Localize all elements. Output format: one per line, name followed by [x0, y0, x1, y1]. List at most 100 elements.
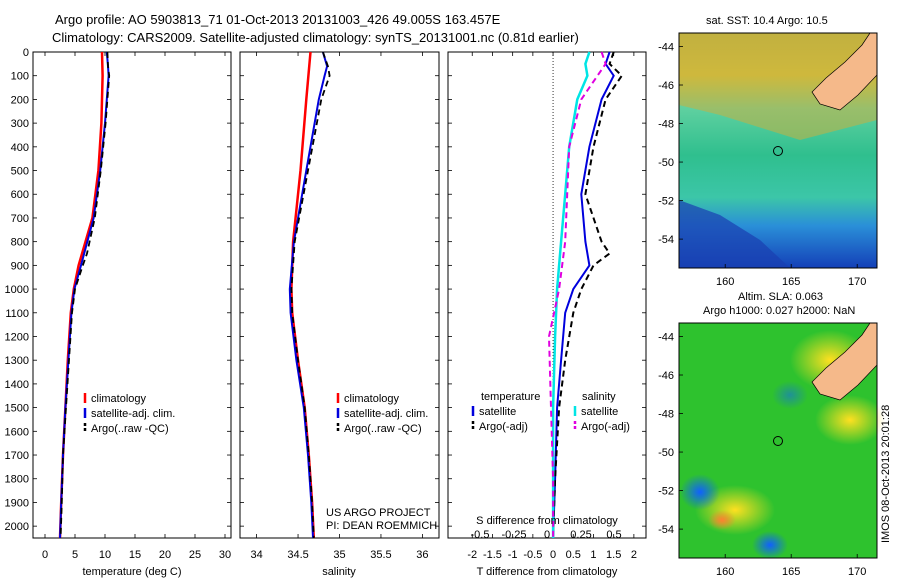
sla-map: Altim. SLA: 0.063 Argo h1000: 0.027 h200… [658, 291, 885, 578]
depth-tick-label: 1100 [5, 308, 29, 320]
depth-tick-label: 1400 [5, 379, 29, 391]
salinity-panel: 34 34.5 35 35.5 36 salinity climatology satelli… [239, 51, 440, 578]
map-x-tick-label: 170 [848, 276, 866, 288]
x-tick-label: 0.5 [566, 549, 581, 561]
sla-land-south-island [811, 322, 878, 401]
depth-tick-label: 1300 [5, 355, 29, 367]
x-tick-label: 34 [250, 549, 262, 561]
legend-label: Argo(..raw -QC) [344, 423, 422, 435]
sla-argo-marker [773, 436, 783, 446]
credit-line2: PI: DEAN ROEMMICH [326, 520, 437, 532]
diff-sal-argo-line [547, 51, 607, 538]
map-y-tick-label: -46 [658, 370, 674, 382]
map-x-tick-label: 160 [716, 566, 734, 578]
depth-tick-label: 2000 [5, 521, 29, 533]
depth-tick-label: 700 [11, 213, 29, 225]
legend-label: climatology [91, 393, 147, 405]
map-x-tick-label: 165 [782, 566, 800, 578]
temp-argo-line [59, 51, 111, 539]
sst-map: sat. SST: 10.4 Argo: 10.5 160 165 170 -44 -4… [658, 15, 878, 288]
depth-tick-label: 100 [11, 71, 29, 83]
map-y-tick-label: -52 [658, 486, 674, 498]
depth-tick-label: 1600 [5, 426, 29, 438]
x-tick-label: -2 [467, 549, 477, 561]
s-tick-label: -0.25 [501, 529, 526, 541]
legend-label: Argo(-adj) [581, 421, 630, 433]
map-y-tick-label: -48 [658, 119, 674, 131]
plot-frame [447, 51, 647, 539]
s-tick-label: 0.5 [606, 529, 621, 541]
legend-heading-temperature: temperature [481, 391, 540, 403]
diff-temp-satellite-line [552, 51, 615, 539]
x-tick-label: 34.5 [287, 549, 308, 561]
diff-sal-satellite-line [551, 51, 591, 538]
x-tick-label: 30 [219, 549, 231, 561]
sal-axis-label: salinity [322, 566, 356, 578]
x-tick-label: 1 [590, 549, 596, 561]
imos-stamp: IMOS 08-Oct-2013 20:01:28 [880, 405, 892, 543]
x-tick-label: 36 [416, 549, 428, 561]
difference-panel: -2 -1.5 -1 -0.5 0 0.5 1 1.5 2 T difference from c… [447, 51, 647, 578]
diff-axis-label: T difference from climatology [477, 566, 618, 578]
depth-tick-label: 900 [11, 260, 29, 272]
sal-satellite-line [288, 51, 329, 539]
depth-tick-label: 1500 [5, 403, 29, 415]
s-tick-label: 0.25 [570, 529, 591, 541]
depth-tick-label: 1800 [5, 474, 29, 486]
x-tick-label: 2 [631, 549, 637, 561]
legend-label: satellite-adj. clim. [344, 408, 428, 420]
diff-top-axis-label: S difference from climatology [476, 515, 618, 527]
depth-tick-label: 400 [11, 142, 29, 154]
map-x-tick-label: 170 [848, 566, 866, 578]
depth-tick-label: 1900 [5, 497, 29, 509]
legend-label: Argo(..raw -QC) [91, 423, 169, 435]
map-y-tick-label: -50 [658, 157, 674, 169]
sla-blue-blob-2 [752, 531, 788, 559]
temp-axis-label: temperature (deg C) [82, 566, 181, 578]
diff-temp-argo-line [552, 51, 624, 539]
map-y-tick-label: -52 [658, 196, 674, 208]
sal-argo-line [290, 51, 331, 539]
map-y-tick-label: -54 [658, 524, 674, 536]
depth-tick-label: 300 [11, 118, 29, 130]
sst-warm-patch [679, 33, 877, 140]
x-tick-label: 25 [189, 549, 201, 561]
map-y-tick-label: -46 [658, 80, 674, 92]
plot-frame [239, 51, 440, 539]
sst-land-south-island [811, 32, 878, 111]
header-line2: Climatology: CARS2009. Satellite-adjuste… [52, 30, 579, 45]
plot-frame [32, 51, 232, 539]
x-tick-label: -1 [508, 549, 518, 561]
credit-line1: US ARGO PROJECT [326, 507, 431, 519]
s-tick-label: -0.5 [471, 529, 490, 541]
x-tick-label: -0.5 [523, 549, 542, 561]
sst-argo-marker [773, 146, 783, 156]
sla-yellow-blob-2 [815, 395, 885, 445]
depth-tick-label: 500 [11, 166, 29, 178]
sla-map-subtitle: Argo h1000: 0.027 h2000: NaN [703, 305, 855, 317]
x-tick-label: 35 [333, 549, 345, 561]
x-tick-label: -1.5 [483, 549, 502, 561]
sst-map-title: sat. SST: 10.4 Argo: 10.5 [706, 15, 828, 27]
depth-tick-label: 200 [11, 94, 29, 106]
map-x-tick-label: 165 [782, 276, 800, 288]
sla-map-title: Altim. SLA: 0.063 [738, 291, 823, 303]
map-y-tick-label: -48 [658, 409, 674, 421]
x-tick-label: 10 [99, 549, 111, 561]
depth-tick-label: 1000 [5, 284, 29, 296]
depth-tick-label: 800 [11, 237, 29, 249]
legend-label: satellite [581, 406, 618, 418]
map-y-tick-label: -54 [658, 234, 674, 246]
legend-label: Argo(-adj) [479, 421, 528, 433]
temperature-panel: 0100200300400500600700800900100011001200… [5, 47, 232, 578]
x-tick-label: 35.5 [370, 549, 391, 561]
sla-blue-blob-3 [772, 381, 808, 409]
depth-tick-label: 1200 [5, 331, 29, 343]
header-line1: Argo profile: AO 5903813_71 01-Oct-2013 … [55, 12, 501, 27]
x-tick-label: 15 [129, 549, 141, 561]
x-tick-label: 0 [550, 549, 556, 561]
depth-tick-label: 1700 [5, 450, 29, 462]
x-tick-label: 1.5 [606, 549, 621, 561]
map-y-tick-label: -44 [658, 41, 674, 53]
